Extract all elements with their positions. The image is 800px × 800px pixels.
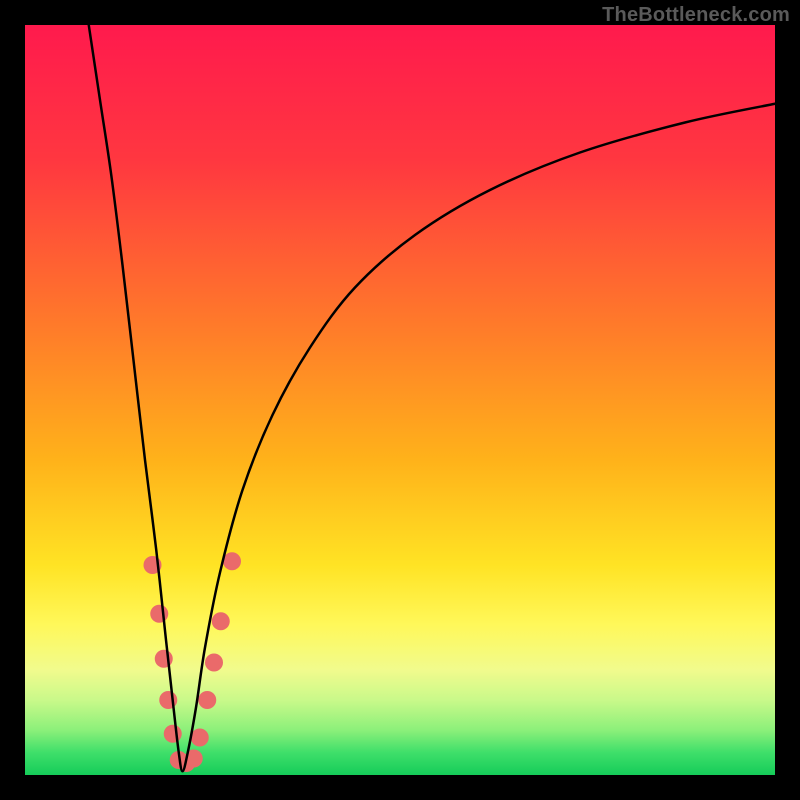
curve-marker	[164, 725, 182, 743]
curve-marker	[155, 650, 173, 668]
curve-marker	[198, 691, 216, 709]
curve-marker	[223, 552, 241, 570]
bottleneck-chart	[0, 0, 800, 800]
curve-marker	[205, 654, 223, 672]
curve-marker	[191, 729, 209, 747]
curve-marker	[150, 605, 168, 623]
chart-frame: TheBottleneck.com	[0, 0, 800, 800]
curve-marker	[212, 612, 230, 630]
watermark-text: TheBottleneck.com	[602, 4, 790, 27]
